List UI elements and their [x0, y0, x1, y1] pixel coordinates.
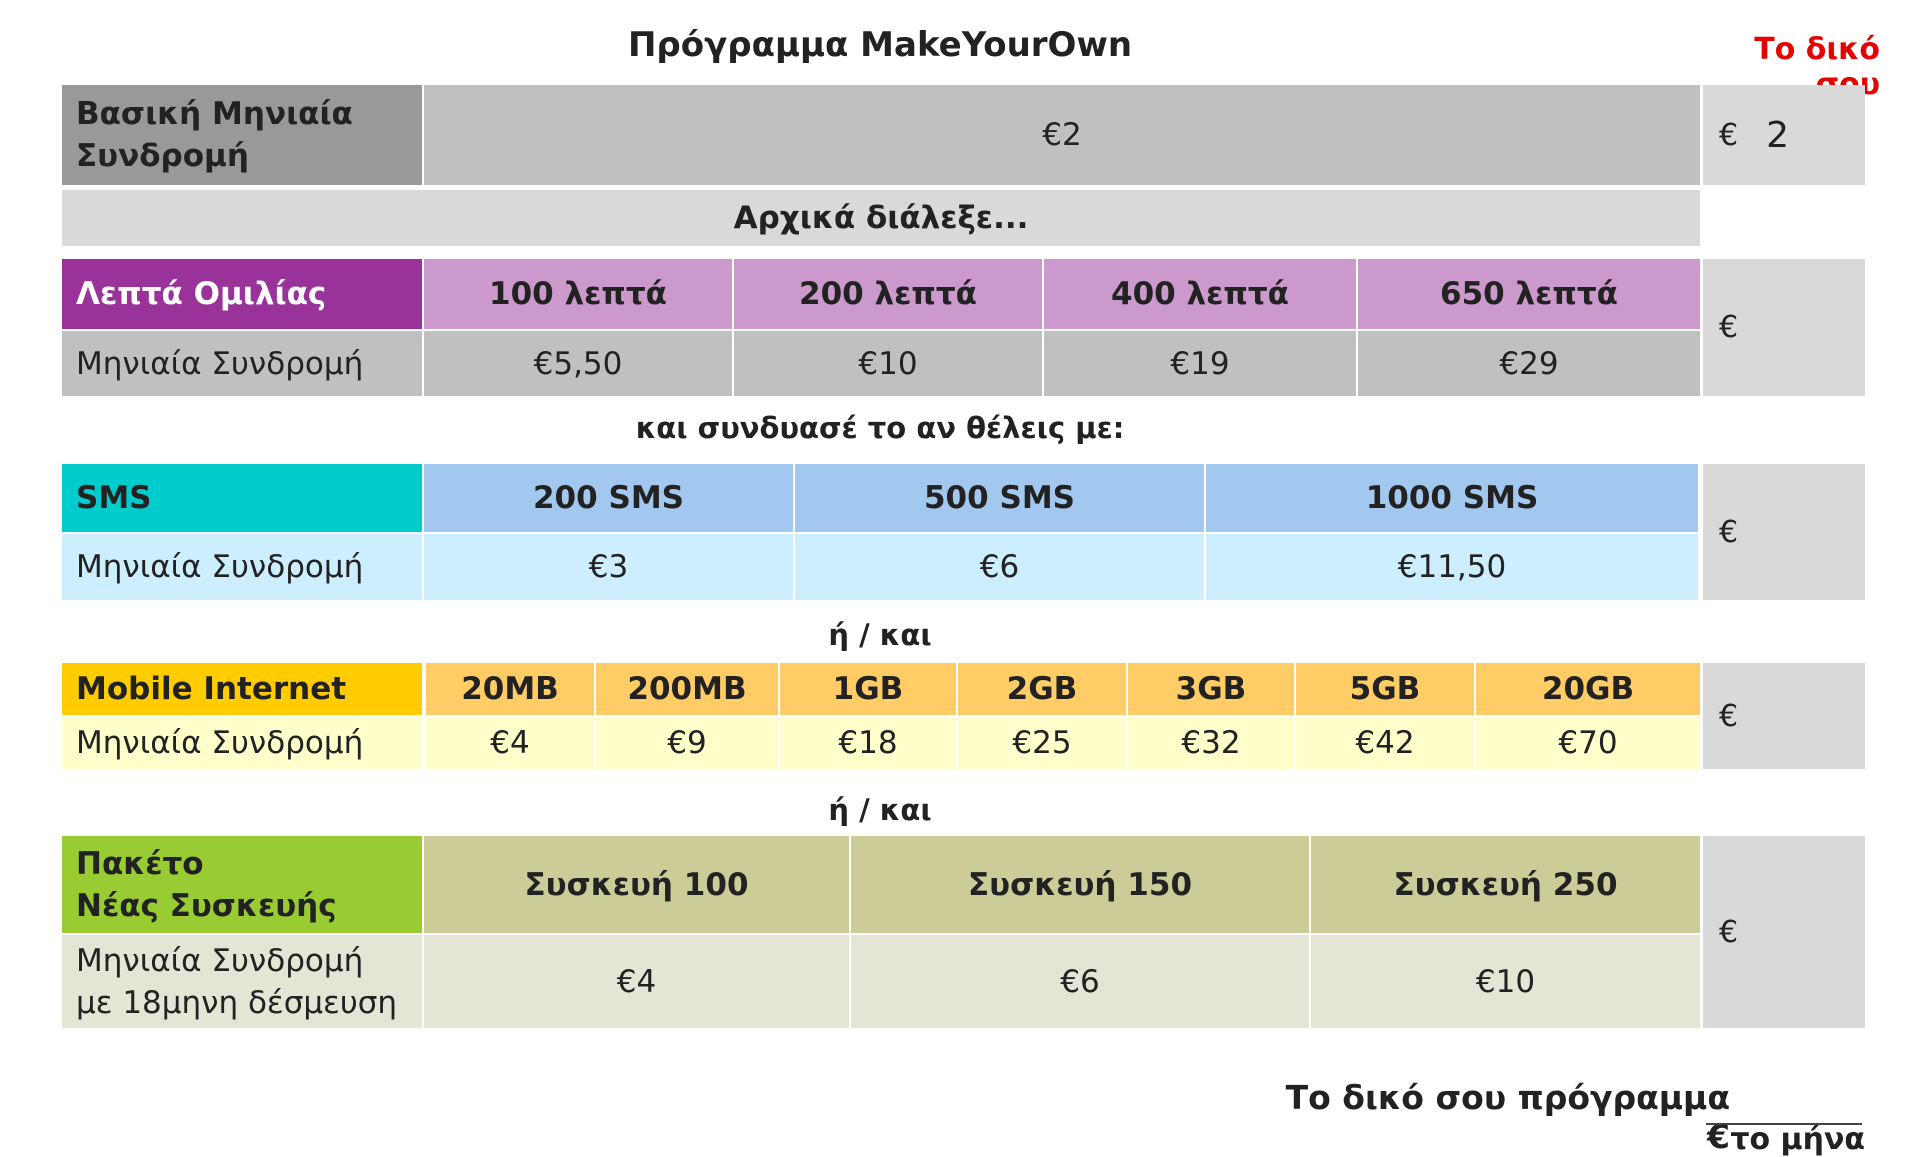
device-option-2[interactable]: Συσκευή 150 — [851, 836, 1309, 933]
base-own-value: 2 — [1766, 114, 1789, 156]
base-subscription-label: Βασική Μηνιαία Συνδρομή — [62, 85, 422, 185]
sms-price-3: €11,50 — [1206, 534, 1698, 600]
internet-section-label: Mobile Internet — [62, 663, 422, 715]
device-price-1: €4 — [424, 935, 849, 1028]
sms-price-1: €3 — [424, 534, 793, 600]
internet-price-4: €25 — [958, 717, 1126, 769]
internet-own-total[interactable]: € — [1703, 663, 1865, 769]
device-price-label-line2: με 18μηνη δέσμευση — [76, 984, 398, 1021]
voice-price-4: €29 — [1358, 331, 1700, 396]
and-or-text-2: ή / και — [828, 792, 932, 827]
base-own-currency: € — [1719, 117, 1739, 153]
device-price-2: €6 — [851, 935, 1309, 1028]
device-price-label-line1: Μηνιαία Συνδρομή — [76, 942, 364, 979]
intro-banner: Αρχικά διάλεξε... — [62, 190, 1700, 246]
internet-option-4[interactable]: 2GB — [958, 663, 1126, 715]
internet-price-7: €70 — [1476, 717, 1700, 769]
voice-price-3: €19 — [1044, 331, 1356, 396]
voice-own-total[interactable]: € — [1703, 259, 1865, 396]
internet-option-7[interactable]: 20GB — [1476, 663, 1700, 715]
device-own-total[interactable]: € — [1703, 836, 1865, 1028]
voice-option-1[interactable]: 100 λεπτά — [424, 259, 732, 329]
total-input-line[interactable] — [1706, 1123, 1862, 1125]
internet-monthly-label: Μηνιαία Συνδρομή — [62, 717, 422, 769]
device-price-3: €10 — [1311, 935, 1700, 1028]
internet-price-2: €9 — [596, 717, 778, 769]
sms-section-label: SMS — [62, 464, 422, 532]
sms-option-3[interactable]: 1000 SMS — [1206, 464, 1698, 532]
total-label: Το δικό σου πρόγραμμα € — [1285, 1078, 1730, 1156]
internet-price-3: €18 — [780, 717, 956, 769]
sms-monthly-label: Μηνιαία Συνδρομή — [62, 534, 422, 600]
internet-price-5: €32 — [1128, 717, 1294, 769]
internet-option-2[interactable]: 200MB — [596, 663, 778, 715]
base-label-line2: Συνδρομή — [76, 138, 249, 174]
voice-price-2: €10 — [734, 331, 1042, 396]
base-label-line1: Βασική Μηνιαία — [76, 96, 353, 132]
voice-option-3[interactable]: 400 λεπτά — [1044, 259, 1356, 329]
device-option-3[interactable]: Συσκευή 250 — [1311, 836, 1700, 933]
sms-price-2: €6 — [795, 534, 1204, 600]
device-label-line2: Νέας Συσκευής — [76, 887, 337, 924]
voice-monthly-label: Μηνιαία Συνδρομή — [62, 331, 422, 396]
and-or-text-1: ή / και — [828, 617, 932, 652]
device-option-1[interactable]: Συσκευή 100 — [424, 836, 849, 933]
sms-option-1[interactable]: 200 SMS — [424, 464, 793, 532]
base-subscription-price: €2 — [424, 85, 1700, 185]
device-monthly-label: Μηνιαία Συνδρομή με 18μηνη δέσμευση — [62, 935, 422, 1028]
internet-price-6: €42 — [1296, 717, 1474, 769]
device-label-line1: Πακέτο — [76, 845, 204, 882]
voice-option-4[interactable]: 650 λεπτά — [1358, 259, 1700, 329]
sms-option-2[interactable]: 500 SMS — [795, 464, 1204, 532]
voice-price-1: €5,50 — [424, 331, 732, 396]
per-month-label: το μήνα — [1730, 1122, 1865, 1157]
internet-option-1[interactable]: 20MB — [426, 663, 594, 715]
page-title: Πρόγραμμα MakeYourOwn — [627, 25, 1133, 65]
internet-option-3[interactable]: 1GB — [780, 663, 956, 715]
internet-price-1: €4 — [426, 717, 594, 769]
device-section-label: Πακέτο Νέας Συσκευής — [62, 836, 422, 933]
voice-option-2[interactable]: 200 λεπτά — [734, 259, 1042, 329]
sms-own-total[interactable]: € — [1703, 464, 1865, 600]
own-plan-heading: Το δικό σου — [1754, 32, 1880, 102]
internet-option-6[interactable]: 5GB — [1296, 663, 1474, 715]
voice-section-label: Λεπτά Ομιλίας — [62, 259, 422, 329]
combine-text: και συνδυασέ το αν θέλεις με: — [635, 410, 1125, 445]
base-own-total[interactable]: € 2 — [1703, 85, 1865, 185]
internet-option-5[interactable]: 3GB — [1128, 663, 1294, 715]
